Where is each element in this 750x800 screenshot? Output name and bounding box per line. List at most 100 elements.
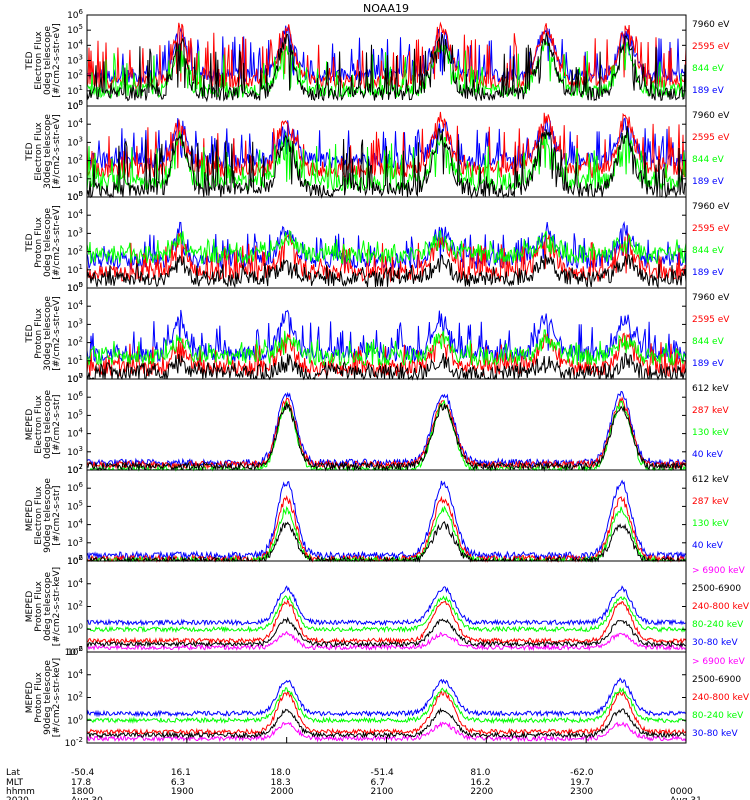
ytick-label: 102 (67, 600, 83, 613)
ytick-label: 106 (67, 645, 83, 658)
panel-frame (86, 378, 687, 471)
legend-entry: 130 keV (692, 428, 729, 438)
ylabel-line: 0deg telescope (43, 572, 53, 642)
ylabel-line: Electron Flux (34, 486, 44, 545)
legend-entry: 7960 eV (692, 202, 730, 212)
ylabel-line: MEPED (25, 591, 35, 623)
ytick-label: 104 (67, 577, 83, 590)
xtick-label: 1900 (171, 787, 194, 797)
panel-2: 100 101 102 103 104 105 TED Electron Flux 30deg … (25, 99, 730, 203)
ytick-label: 106 (67, 481, 83, 494)
ylabel-line: TED (25, 51, 35, 70)
legend-entry: 287 keV (692, 406, 729, 416)
xaxis-row-label: 2020 (6, 796, 29, 800)
ylabel-line: 90deg telescope (43, 660, 53, 735)
series-red-panel-7 (86, 598, 687, 645)
xtick-label: 2200 (470, 787, 493, 797)
legend-entry: 844 eV (692, 246, 725, 256)
series-blue-panel-5 (86, 390, 687, 469)
panel-1: 100 101 102 103 104 105 106 TED Electron Flux 0de… (25, 8, 730, 112)
ytick-label: 107 (67, 463, 83, 476)
xaxis-row-label: Lat (6, 768, 21, 778)
series-black-panel-7 (86, 616, 687, 648)
legend-entry: 189 eV (692, 268, 725, 278)
panel-4: 100 101 102 103 104 105 TED Proton Flux 30deg te… (25, 281, 730, 385)
ytick-label: 100 (67, 372, 83, 385)
ytick-label: 103 (67, 135, 83, 148)
ytick-label: 102 (67, 245, 83, 258)
series-red-panel-8 (86, 689, 687, 736)
series-black-panel-2 (86, 126, 687, 199)
series-black-panel-5 (86, 402, 687, 472)
ytick-label: 100 (67, 622, 83, 635)
ytick-label: 106 (67, 554, 83, 567)
legend-entry: 189 eV (692, 86, 725, 96)
ylabel-line: 0deg telescope (43, 390, 53, 460)
ylabel-line: Electron Flux (34, 395, 44, 454)
ytick-label: 103 (67, 226, 83, 239)
series-black-panel-8 (86, 707, 687, 740)
ytick-label: 106 (67, 390, 83, 403)
ytick-label: 105 (67, 281, 83, 294)
panel-5: 102 103 104 105 106 107 MEPED Electron Flux 0deg… (25, 372, 729, 476)
ylabel-line: Electron Flux (34, 122, 44, 181)
legend-entry: 2595 eV (692, 133, 730, 143)
legend-entry: 612 keV (692, 384, 729, 394)
ytick-label: 102 (67, 69, 83, 82)
ytick-label: 100 (67, 99, 83, 112)
ytick-label: 105 (67, 23, 83, 36)
legend-entry: 2595 eV (692, 315, 730, 325)
ytick-label: 102 (67, 691, 83, 704)
series-blue-panel-8 (86, 677, 687, 718)
xaxis-row-label: hhmm (6, 787, 35, 797)
xtick-label: 17.8 (71, 778, 91, 788)
xtick-label: Aug 31 (670, 796, 702, 800)
legend-entry: 40 keV (692, 450, 724, 460)
panel-frame (86, 651, 687, 744)
xtick-label: -50.4 (71, 768, 95, 778)
ytick-label: 100 (67, 713, 83, 726)
series-red-panel-3 (86, 232, 687, 284)
legend-entry: 80-240 keV (692, 711, 744, 721)
ytick-label: 104 (67, 299, 83, 312)
legend-entry: 2500-6900 (692, 584, 741, 594)
legend-entry: > 6900 keV (692, 566, 746, 576)
legend-entry: 287 keV (692, 497, 729, 507)
ylabel-line: TED (25, 142, 35, 161)
xtick-label: 19.7 (570, 778, 590, 788)
legend-entry: 30-80 keV (692, 638, 738, 648)
legend-entry: 240-800 keV (692, 693, 750, 703)
legend-entry: 844 eV (692, 337, 725, 347)
ylabel-line: Proton Flux (34, 217, 44, 268)
x-axis: LatMLThhmm2020 -50.417.81800Aug 30 16.16.3… (6, 737, 702, 800)
ytick-label: 101 (67, 172, 83, 185)
ytick-label: 104 (67, 668, 83, 681)
chart-title: NOAA19 (363, 2, 409, 15)
ylabel-line: 0deg telescope (43, 208, 53, 278)
xtick-label: 2100 (371, 787, 394, 797)
ytick-label: 103 (67, 54, 83, 67)
ylabel-line: MEPED (25, 409, 35, 441)
ylabel-line: MEPED (25, 500, 35, 532)
ytick-label: 106 (67, 8, 83, 21)
ylabel-line: Proton Flux (34, 308, 44, 359)
series-green-panel-3 (86, 229, 687, 265)
legend-entry: 30-80 keV (692, 729, 738, 739)
legend-entry: 240-800 keV (692, 602, 750, 612)
ytick-label: 105 (67, 190, 83, 203)
ylabel-line: [#/cm2-s-str-eV] (52, 296, 62, 371)
ytick-label: 100 (67, 190, 83, 203)
ytick-label: 102 (67, 554, 83, 567)
ytick-label: 102 (67, 463, 83, 476)
legend-entry: 40 keV (692, 541, 724, 551)
legend-entry: 7960 eV (692, 293, 730, 303)
series-black-panel-1 (86, 32, 687, 103)
ytick-label: 103 (67, 445, 83, 458)
ylabel-line: Electron Flux (34, 31, 44, 90)
xtick-label: -51.4 (371, 768, 395, 778)
xtick-label: 81.0 (470, 768, 490, 778)
ytick-label: 107 (67, 372, 83, 385)
legend-entry: 80-240 keV (692, 620, 744, 630)
series-blue-panel-4 (86, 309, 687, 364)
ytick-label: 10-2 (65, 736, 83, 749)
